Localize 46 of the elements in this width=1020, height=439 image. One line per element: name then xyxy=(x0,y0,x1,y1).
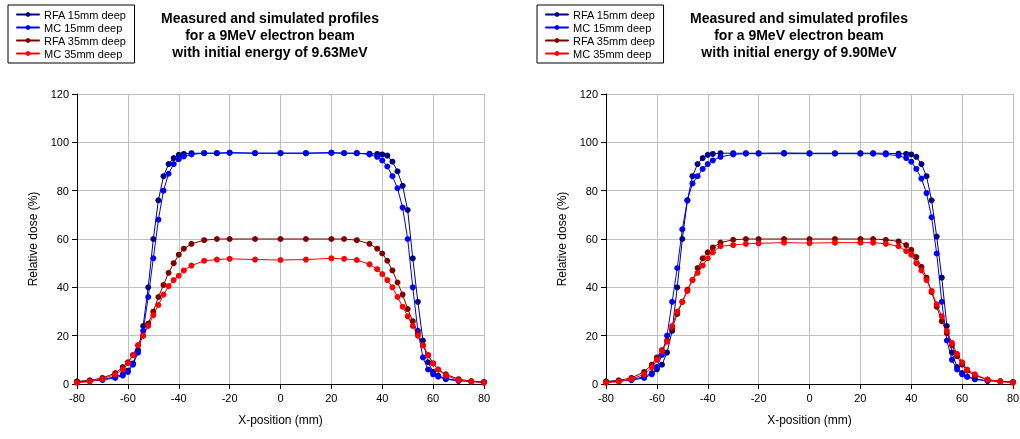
x-tick-label: 60 xyxy=(427,391,440,404)
x-tick-label: 0 xyxy=(806,391,813,404)
y-tick-label: 120 xyxy=(50,88,69,100)
x-tick-label: -40 xyxy=(699,391,716,404)
x-tick-label: 80 xyxy=(1006,391,1020,404)
legend-label: RFA 15mm deep xyxy=(573,8,655,21)
y-tick-label: 20 xyxy=(585,329,598,342)
y-tick-label: 80 xyxy=(56,184,69,197)
x-tick-label: 40 xyxy=(905,391,918,404)
x-tick-label: -20 xyxy=(750,391,767,404)
y-axis-title: Relative dose (%) xyxy=(26,191,40,287)
x-axis-title: X-position (mm) xyxy=(767,413,852,427)
y-tick-label: 100 xyxy=(50,136,69,149)
x-tick-label: -60 xyxy=(119,391,136,404)
x-tick-label: 80 xyxy=(477,391,491,404)
x-tick-label: -60 xyxy=(648,391,665,404)
y-tick-label: 40 xyxy=(585,281,598,294)
y-tick-label: 20 xyxy=(56,329,69,342)
x-tick-label: 20 xyxy=(854,391,867,404)
x-tick-label: 20 xyxy=(325,391,338,404)
x-axis-title: X-position (mm) xyxy=(238,413,323,427)
y-tick-label: 40 xyxy=(56,281,69,294)
x-tick-label: -80 xyxy=(69,391,85,404)
y-tick-label: 100 xyxy=(579,136,598,149)
x-tick-label: 0 xyxy=(277,391,284,404)
y-tick-label: 60 xyxy=(585,233,598,245)
x-tick-label: -20 xyxy=(221,391,238,404)
y-tick-label: 120 xyxy=(579,88,598,100)
x-tick-label: -40 xyxy=(170,391,187,404)
x-tick-label: -80 xyxy=(598,391,614,404)
legend-label: RFA 15mm deep xyxy=(44,8,126,21)
legend-label: RFA 35mm deep xyxy=(573,34,655,47)
x-tick-label: 40 xyxy=(376,391,389,404)
y-axis-title: Relative dose (%) xyxy=(555,191,569,287)
y-tick-label: 80 xyxy=(585,184,598,197)
legend-label: MC 15mm deep xyxy=(44,21,123,34)
y-tick-label: 0 xyxy=(591,378,598,390)
legend-label: MC 35mm deep xyxy=(573,47,652,60)
legend-label: MC 35mm deep xyxy=(44,47,123,60)
x-tick-label: 60 xyxy=(956,391,969,404)
legend-label: RFA 35mm deep xyxy=(44,34,126,47)
chart-title: Measured and simulated profiles for a 9MeV electron beam with initial energy of 9.63MeV xyxy=(161,9,380,60)
y-tick-label: 0 xyxy=(62,378,69,390)
legend-label: MC 15mm deep xyxy=(573,21,652,34)
y-tick-label: 60 xyxy=(56,233,69,245)
chart-title: Measured and simulated profiles for a 9MeV electron beam with initial energy of 9.90MeV xyxy=(690,9,909,60)
